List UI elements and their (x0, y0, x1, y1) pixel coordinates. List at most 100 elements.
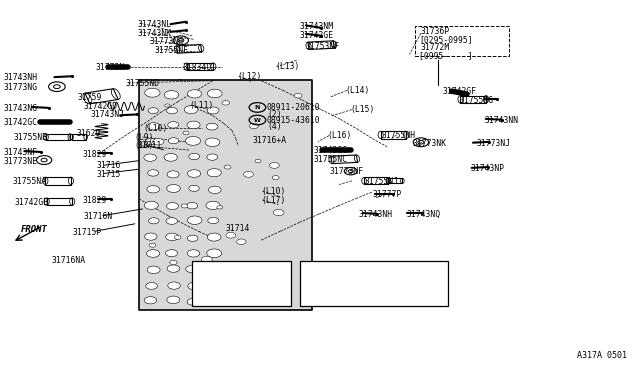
Text: 31753NF: 31753NF (306, 42, 340, 51)
Text: (L8): (L8) (135, 141, 154, 151)
Bar (140, 80, 312, 310)
Text: 31773NM: 31773NM (197, 292, 229, 298)
Text: 31742GE: 31742GE (300, 31, 333, 40)
Circle shape (148, 218, 159, 224)
Text: 31743NH: 31743NH (4, 73, 38, 82)
Circle shape (189, 185, 199, 191)
Text: (L11): (L11) (189, 101, 214, 110)
Text: 31743NK: 31743NK (138, 29, 172, 38)
Text: 31629: 31629 (76, 129, 100, 138)
Circle shape (164, 104, 170, 107)
Circle shape (188, 90, 202, 98)
Text: 31829: 31829 (83, 150, 107, 159)
Circle shape (187, 121, 200, 129)
Circle shape (272, 279, 280, 283)
Text: 31834Q: 31834Q (182, 63, 212, 72)
Circle shape (206, 123, 218, 130)
Circle shape (205, 138, 220, 147)
Text: 31772M: 31772M (421, 43, 450, 52)
Circle shape (188, 250, 200, 257)
Circle shape (206, 296, 221, 305)
Text: 31716: 31716 (97, 161, 121, 170)
Circle shape (166, 203, 179, 209)
Circle shape (248, 287, 255, 291)
Circle shape (167, 296, 180, 304)
Circle shape (224, 165, 231, 169)
Text: 31755ND: 31755ND (126, 79, 160, 88)
Text: 31829: 31829 (83, 196, 107, 205)
Circle shape (148, 170, 159, 176)
Text: 31743NM: 31743NM (300, 22, 333, 31)
Circle shape (166, 233, 179, 241)
Circle shape (207, 249, 221, 257)
Circle shape (167, 171, 179, 178)
Circle shape (168, 282, 180, 289)
Circle shape (170, 260, 177, 264)
Circle shape (222, 101, 230, 105)
Circle shape (147, 266, 160, 273)
Circle shape (249, 124, 259, 129)
Circle shape (207, 233, 221, 241)
Text: 31755NC: 31755NC (314, 155, 348, 164)
Text: (L15): (L15) (351, 105, 375, 114)
Text: [0995-    ]: [0995- ] (419, 51, 472, 60)
Circle shape (144, 201, 158, 209)
Text: 31773NF: 31773NF (330, 167, 364, 176)
Text: 31743NN: 31743NN (484, 116, 519, 125)
Circle shape (168, 138, 179, 144)
Circle shape (255, 159, 261, 163)
Circle shape (168, 122, 179, 128)
Text: FRONT: FRONT (20, 225, 47, 234)
Circle shape (188, 235, 198, 241)
Circle shape (188, 282, 201, 290)
Circle shape (174, 235, 181, 239)
Text: (L13): (L13) (275, 62, 300, 71)
Text: 31773NH: 31773NH (150, 37, 184, 46)
Circle shape (294, 93, 302, 98)
Text: 08911-20610: 08911-20610 (267, 103, 321, 112)
Text: [ 0896-      ]: [ 0896- ] (197, 265, 260, 272)
Text: 31716N: 31716N (84, 212, 113, 221)
Circle shape (145, 233, 157, 240)
Circle shape (272, 176, 279, 180)
Text: 31743NF: 31743NF (4, 148, 38, 157)
Circle shape (209, 263, 217, 267)
Text: (4): (4) (267, 122, 282, 131)
Text: 31755NB: 31755NB (13, 133, 47, 142)
Circle shape (166, 185, 180, 192)
Circle shape (147, 186, 159, 193)
Bar (415, 26, 509, 55)
Text: 31742GD: 31742GD (84, 102, 118, 111)
Circle shape (186, 266, 198, 273)
Circle shape (237, 239, 246, 244)
Text: 31742GB: 31742GB (15, 198, 49, 207)
Text: N: N (255, 105, 260, 110)
Text: (L10): (L10) (143, 124, 168, 133)
Circle shape (273, 209, 284, 216)
Circle shape (164, 91, 179, 99)
Text: 31742GH    31743NR: 31742GH 31743NR (305, 292, 386, 298)
Text: 31743NJ: 31743NJ (90, 110, 124, 119)
Circle shape (208, 217, 219, 224)
Circle shape (189, 153, 200, 160)
Circle shape (144, 296, 157, 304)
Text: (L9): (L9) (135, 132, 154, 142)
Bar (192, 261, 291, 306)
Circle shape (234, 293, 246, 299)
Text: 31711: 31711 (138, 141, 163, 150)
Circle shape (166, 218, 177, 224)
Circle shape (164, 154, 177, 161)
Circle shape (187, 202, 198, 209)
Text: (2): (2) (267, 110, 282, 119)
Circle shape (217, 206, 223, 209)
Text: 31755NH: 31755NH (382, 131, 416, 140)
Circle shape (209, 186, 221, 193)
Circle shape (144, 154, 156, 161)
Circle shape (226, 232, 236, 238)
Circle shape (207, 89, 222, 98)
Circle shape (148, 108, 158, 113)
Text: 31772N: 31772N (95, 63, 124, 72)
Text: 31755NK    31777PA: 31755NK 31777PA (305, 279, 386, 285)
Circle shape (166, 250, 178, 257)
Text: 31773NG: 31773NG (4, 83, 38, 92)
